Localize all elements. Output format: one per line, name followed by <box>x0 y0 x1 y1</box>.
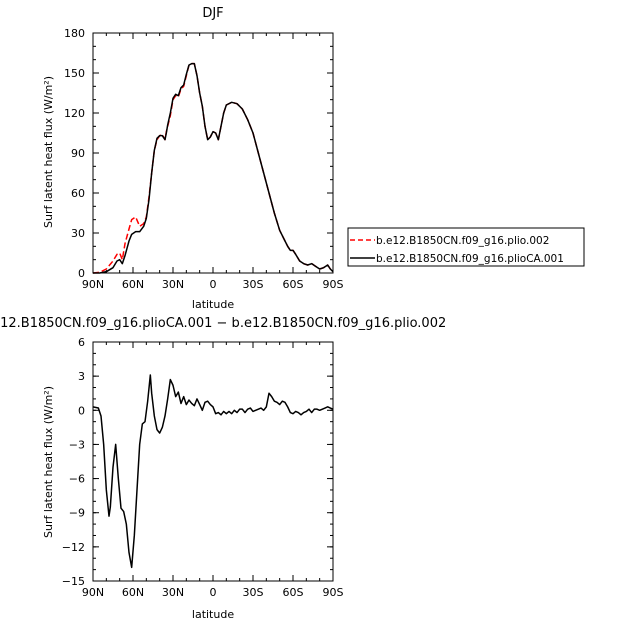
top-x-tick-label: 60S <box>283 278 304 291</box>
top-y-tick-label: 60 <box>71 187 85 200</box>
top-y-tick-label: 120 <box>64 107 85 120</box>
top-axes: 90N 60N 30N 0 30S 60S 90S 0 30 60 90 120 150 180 <box>64 27 344 291</box>
top-x-tick-label: 0 <box>210 278 217 291</box>
legend-box <box>347 227 585 267</box>
top-y-axis-label: Surf latent heat flux (W/m²) <box>42 76 55 228</box>
bottom-y-tick-label: −3 <box>69 438 85 451</box>
legend: b.e12.B1850CN.f09_g16.plio.002 b.e12.B18… <box>347 227 585 267</box>
bottom-x-tick-label: 60S <box>283 586 304 599</box>
top-series-line-2 <box>93 62 334 274</box>
top-x-tick-label: 90N <box>82 278 104 291</box>
top-chart-title: DJF <box>202 6 223 21</box>
bottom-x-tick-label: 30N <box>162 586 184 599</box>
bottom-x-tick-label: 60N <box>122 586 144 599</box>
bottom-y-tick-label: −6 <box>69 473 85 486</box>
bottom-x-tick-label: 90N <box>82 586 104 599</box>
top-x-tick-label: 30N <box>162 278 184 291</box>
top-plot-frame <box>92 32 334 274</box>
legend-label-series-2: b.e12.B1850CN.f09_g16.plioCA.001 <box>376 253 564 265</box>
bottom-y-tick-label: 0 <box>78 404 85 417</box>
top-y-tick-label: 30 <box>71 227 85 240</box>
top-y-tick-label: 0 <box>78 267 85 280</box>
bottom-y-tick-label: 3 <box>78 370 85 383</box>
bottom-y-tick-label: −9 <box>69 507 85 520</box>
bottom-x-tick-label: 0 <box>210 586 217 599</box>
top-x-tick-label: 90S <box>323 278 344 291</box>
top-panel: DJF 90N 60N 30N 0 30S 60S 90S0306090120150180 … <box>42 6 585 311</box>
bottom-y-tick-label: −15 <box>62 575 85 588</box>
bottom-series-line-1 <box>92 374 334 569</box>
legend-label-series-1: b.e12.B1850CN.f09_g16.plio.002 <box>376 235 549 247</box>
bottom-series-group <box>92 374 334 569</box>
bottom-x-axis-label: latitude <box>192 608 234 621</box>
bottom-y-tick-label: 6 <box>78 336 85 349</box>
top-y-tick-label: 150 <box>64 67 85 80</box>
top-y-tick-label: 90 <box>71 147 85 160</box>
bottom-x-tick-label: 90S <box>323 586 344 599</box>
bottom-panel: b.e12.B1850CN.f09_g16.plioCA.001 − b.e12… <box>0 316 446 621</box>
bottom-chart-title: b.e12.B1850CN.f09_g16.plioCA.001 − b.e12… <box>0 316 446 331</box>
top-x-axis-label: latitude <box>192 298 234 311</box>
bottom-y-tick-label: −12 <box>62 541 85 554</box>
bottom-x-tick-label: 30S <box>243 586 264 599</box>
top-x-tick-label: 60N <box>122 278 144 291</box>
top-x-tick-label: 30S <box>243 278 264 291</box>
top-y-tick-label: 180 <box>64 27 85 40</box>
top-series-group <box>92 62 334 274</box>
bottom-axes: 90N 60N 30N 0 30S 60S 90S −15 −12 −9 −6 −3 0 3 6 <box>62 336 344 599</box>
bottom-y-axis-label: Surf latent heat flux (W/m²) <box>42 386 55 538</box>
